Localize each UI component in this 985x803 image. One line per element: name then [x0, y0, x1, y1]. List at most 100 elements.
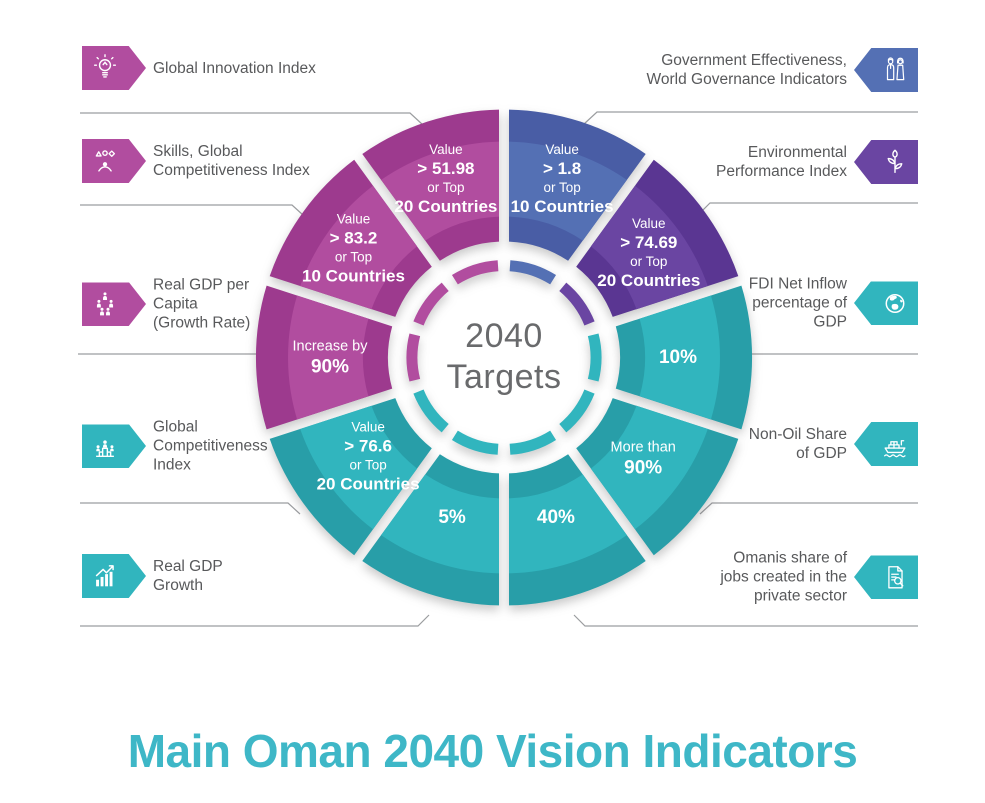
indicator-label-line: Skills, Global	[153, 143, 243, 160]
segment-real-gdp-per-capita-growth-rate	[255, 285, 393, 430]
segment-real-gdp-growth	[362, 454, 499, 606]
indicator-label-line: Index	[153, 456, 191, 474]
segment-omanis-share-of-jobs-created-in-the-priv	[509, 454, 646, 606]
indicator-global-innovation-index: Global Innovation Index	[82, 46, 316, 90]
indicator-label: FDI Net Inflow percentage of GDP	[749, 275, 847, 332]
indicator-label-line: Real GDP per	[153, 276, 250, 294]
indicator-label-line: private sector	[753, 587, 847, 605]
segment-global-innovation-index-value-line: Value	[429, 142, 463, 157]
indicator-real-gdp-per-capita-growth-rate: Real GDP per Capita (Growth Rate)	[82, 276, 250, 333]
connector-line	[583, 111, 918, 125]
indicator-label-line: FDI Net Inflow	[748, 275, 847, 293]
lightbulb-arrow-badge	[82, 46, 146, 90]
connector-line	[80, 502, 301, 515]
indicator-label-line: jobs created in the	[720, 568, 847, 586]
segment-skills-global-competitiveness-index-value-line: or Top	[335, 250, 372, 265]
globe-icon	[885, 293, 905, 313]
cargo-ship-arrow-badge	[854, 422, 918, 466]
segment-global-innovation-index	[362, 109, 499, 261]
segment-environmental-performance-index	[576, 159, 739, 317]
document-search-arrow-badge	[854, 555, 918, 599]
indicator-label: Real GDP Growth	[153, 557, 223, 595]
segment-omanis-share-of-jobs-created-in-the-priv-band	[509, 474, 627, 574]
indicator-omanis-share-of-jobs-created-in-the-priv: Omanis share of jobs created in the privat…	[720, 549, 918, 606]
segment-fdi-net-inflow-percentage-of-gdp-value-line: 10%	[659, 347, 697, 368]
segment-skills-global-competitiveness-index-inner-arc	[413, 282, 449, 326]
indicator-label: Non-Oil Share of GDP	[749, 425, 847, 463]
segment-real-gdp-per-capita-growth-rate-value-line: 90%	[311, 357, 349, 378]
segment-non-oil-share-of-gdp-band	[590, 405, 708, 530]
segment-skills-global-competitiveness-index	[269, 159, 432, 317]
connector-line	[699, 502, 918, 515]
segment-real-gdp-per-capita-growth-rate-value-line: Increase by	[293, 339, 369, 355]
indicator-government-effectiveness-world-governanc: Government Effectiveness, World Governanc…	[647, 48, 918, 92]
page-title: Main Oman 2040 Vision Indicators	[127, 725, 858, 777]
indicator-label-line: Competitiveness Index	[153, 162, 310, 179]
wheel-center-label: 2040 Targets	[447, 316, 562, 398]
globe-arrow-badge	[854, 281, 918, 325]
indicator-label-line: Real GDP	[153, 558, 223, 575]
segment-real-gdp-per-capita-growth-rate-band	[288, 295, 369, 420]
indicator-label-line: World Governance Indicators	[646, 71, 847, 88]
segment-environmental-performance-index-value-line: > 74.69	[620, 233, 677, 252]
indicator-label-line: of GDP	[796, 445, 847, 462]
indicator-label-line: Environmental	[747, 144, 847, 161]
omani-figures-icon	[886, 57, 905, 81]
segment-skills-global-competitiveness-index-value-line: 10 Countries	[302, 267, 405, 286]
plant-arrow-badge	[854, 140, 918, 184]
segment-skills-global-competitiveness-index-value-line: > 83.2	[330, 229, 378, 248]
indicator-non-oil-share-of-gdp: Non-Oil Share of GDP	[749, 422, 918, 466]
segment-omanis-share-of-jobs-created-in-the-priv-inner-arc	[509, 430, 557, 455]
connector-line	[698, 202, 918, 215]
indicator-label-line: GDP	[813, 313, 847, 331]
connector-line	[80, 112, 424, 126]
indicator-global-competitiveness-index: Global Competitiveness Index	[82, 418, 268, 475]
indicator-label-line: Competitiveness	[153, 437, 268, 455]
indicator-label-line: Global Innovation Index	[153, 59, 316, 77]
indicator-label: Global Competitiveness Index	[153, 418, 268, 475]
segment-global-competitiveness-index-band	[300, 405, 418, 530]
segment-government-effectiveness-world-governanc-value-line: 10 Countries	[511, 197, 614, 216]
segment-fdi-net-inflow-percentage-of-gdp-inner-arc	[587, 333, 602, 382]
segment-global-innovation-index-value-line: 20 Countries	[394, 197, 497, 216]
segment-environmental-performance-index-value-line: 20 Countries	[597, 271, 700, 290]
segment-global-innovation-index-value-line: > 51.98	[417, 159, 474, 178]
indicator-label-line: Non-Oil Share	[748, 426, 847, 443]
segment-government-effectiveness-world-governanc-inner-arc	[509, 260, 557, 285]
growth-chart-icon	[95, 565, 114, 587]
segment-global-competitiveness-index-value-line: Value	[351, 420, 385, 435]
indicator-label-line: Omanis share of	[733, 549, 847, 567]
segment-government-effectiveness-world-governanc-band	[509, 141, 627, 241]
segment-non-oil-share-of-gdp-value-line: More than	[611, 440, 676, 456]
podium-people-arrow-badge	[82, 424, 146, 468]
segment-environmental-performance-index-value-line: Value	[632, 216, 666, 231]
segment-real-gdp-growth-band	[381, 474, 499, 574]
segment-real-gdp-per-capita-growth-rate-inner-arc	[406, 333, 421, 382]
segment-government-effectiveness-world-governanc-value-line: > 1.8	[543, 159, 581, 178]
connector-line	[80, 614, 430, 627]
segment-skills-global-competitiveness-index-band	[300, 185, 418, 310]
segment-non-oil-share-of-gdp	[576, 398, 739, 556]
segment-global-competitiveness-index-value-line: 20 Countries	[317, 475, 420, 494]
segment-skills-global-competitiveness-index-value-line: Value	[337, 212, 371, 227]
indicator-label: Government Effectiveness, World Governanc…	[647, 51, 847, 89]
juggling-shapes-icon	[95, 150, 116, 172]
indicator-label: Environmental Performance Index	[716, 143, 847, 181]
plant-icon	[887, 149, 903, 174]
indicator-label: Global Innovation Index	[153, 59, 316, 78]
indicator-label: Real GDP per Capita (Growth Rate)	[153, 276, 250, 333]
segment-government-effectiveness-world-governanc-value-line: or Top	[543, 180, 580, 195]
population-icon	[96, 291, 114, 315]
segment-government-effectiveness-world-governanc	[509, 109, 646, 261]
segment-environmental-performance-index-inner-arc	[559, 282, 595, 326]
segment-global-competitiveness-index-inner-arc	[413, 389, 449, 433]
indicator-label: Omanis share of jobs created in the privat…	[720, 549, 847, 606]
growth-chart-arrow-badge	[82, 554, 146, 598]
podium-people-icon	[96, 439, 114, 457]
indicator-environmental-performance-index: Environmental Performance Index	[716, 140, 918, 184]
indicator-label-line: Capita	[153, 295, 198, 313]
indicator-real-gdp-growth: Real GDP Growth	[82, 554, 223, 598]
center-word: Targets	[446, 358, 562, 396]
